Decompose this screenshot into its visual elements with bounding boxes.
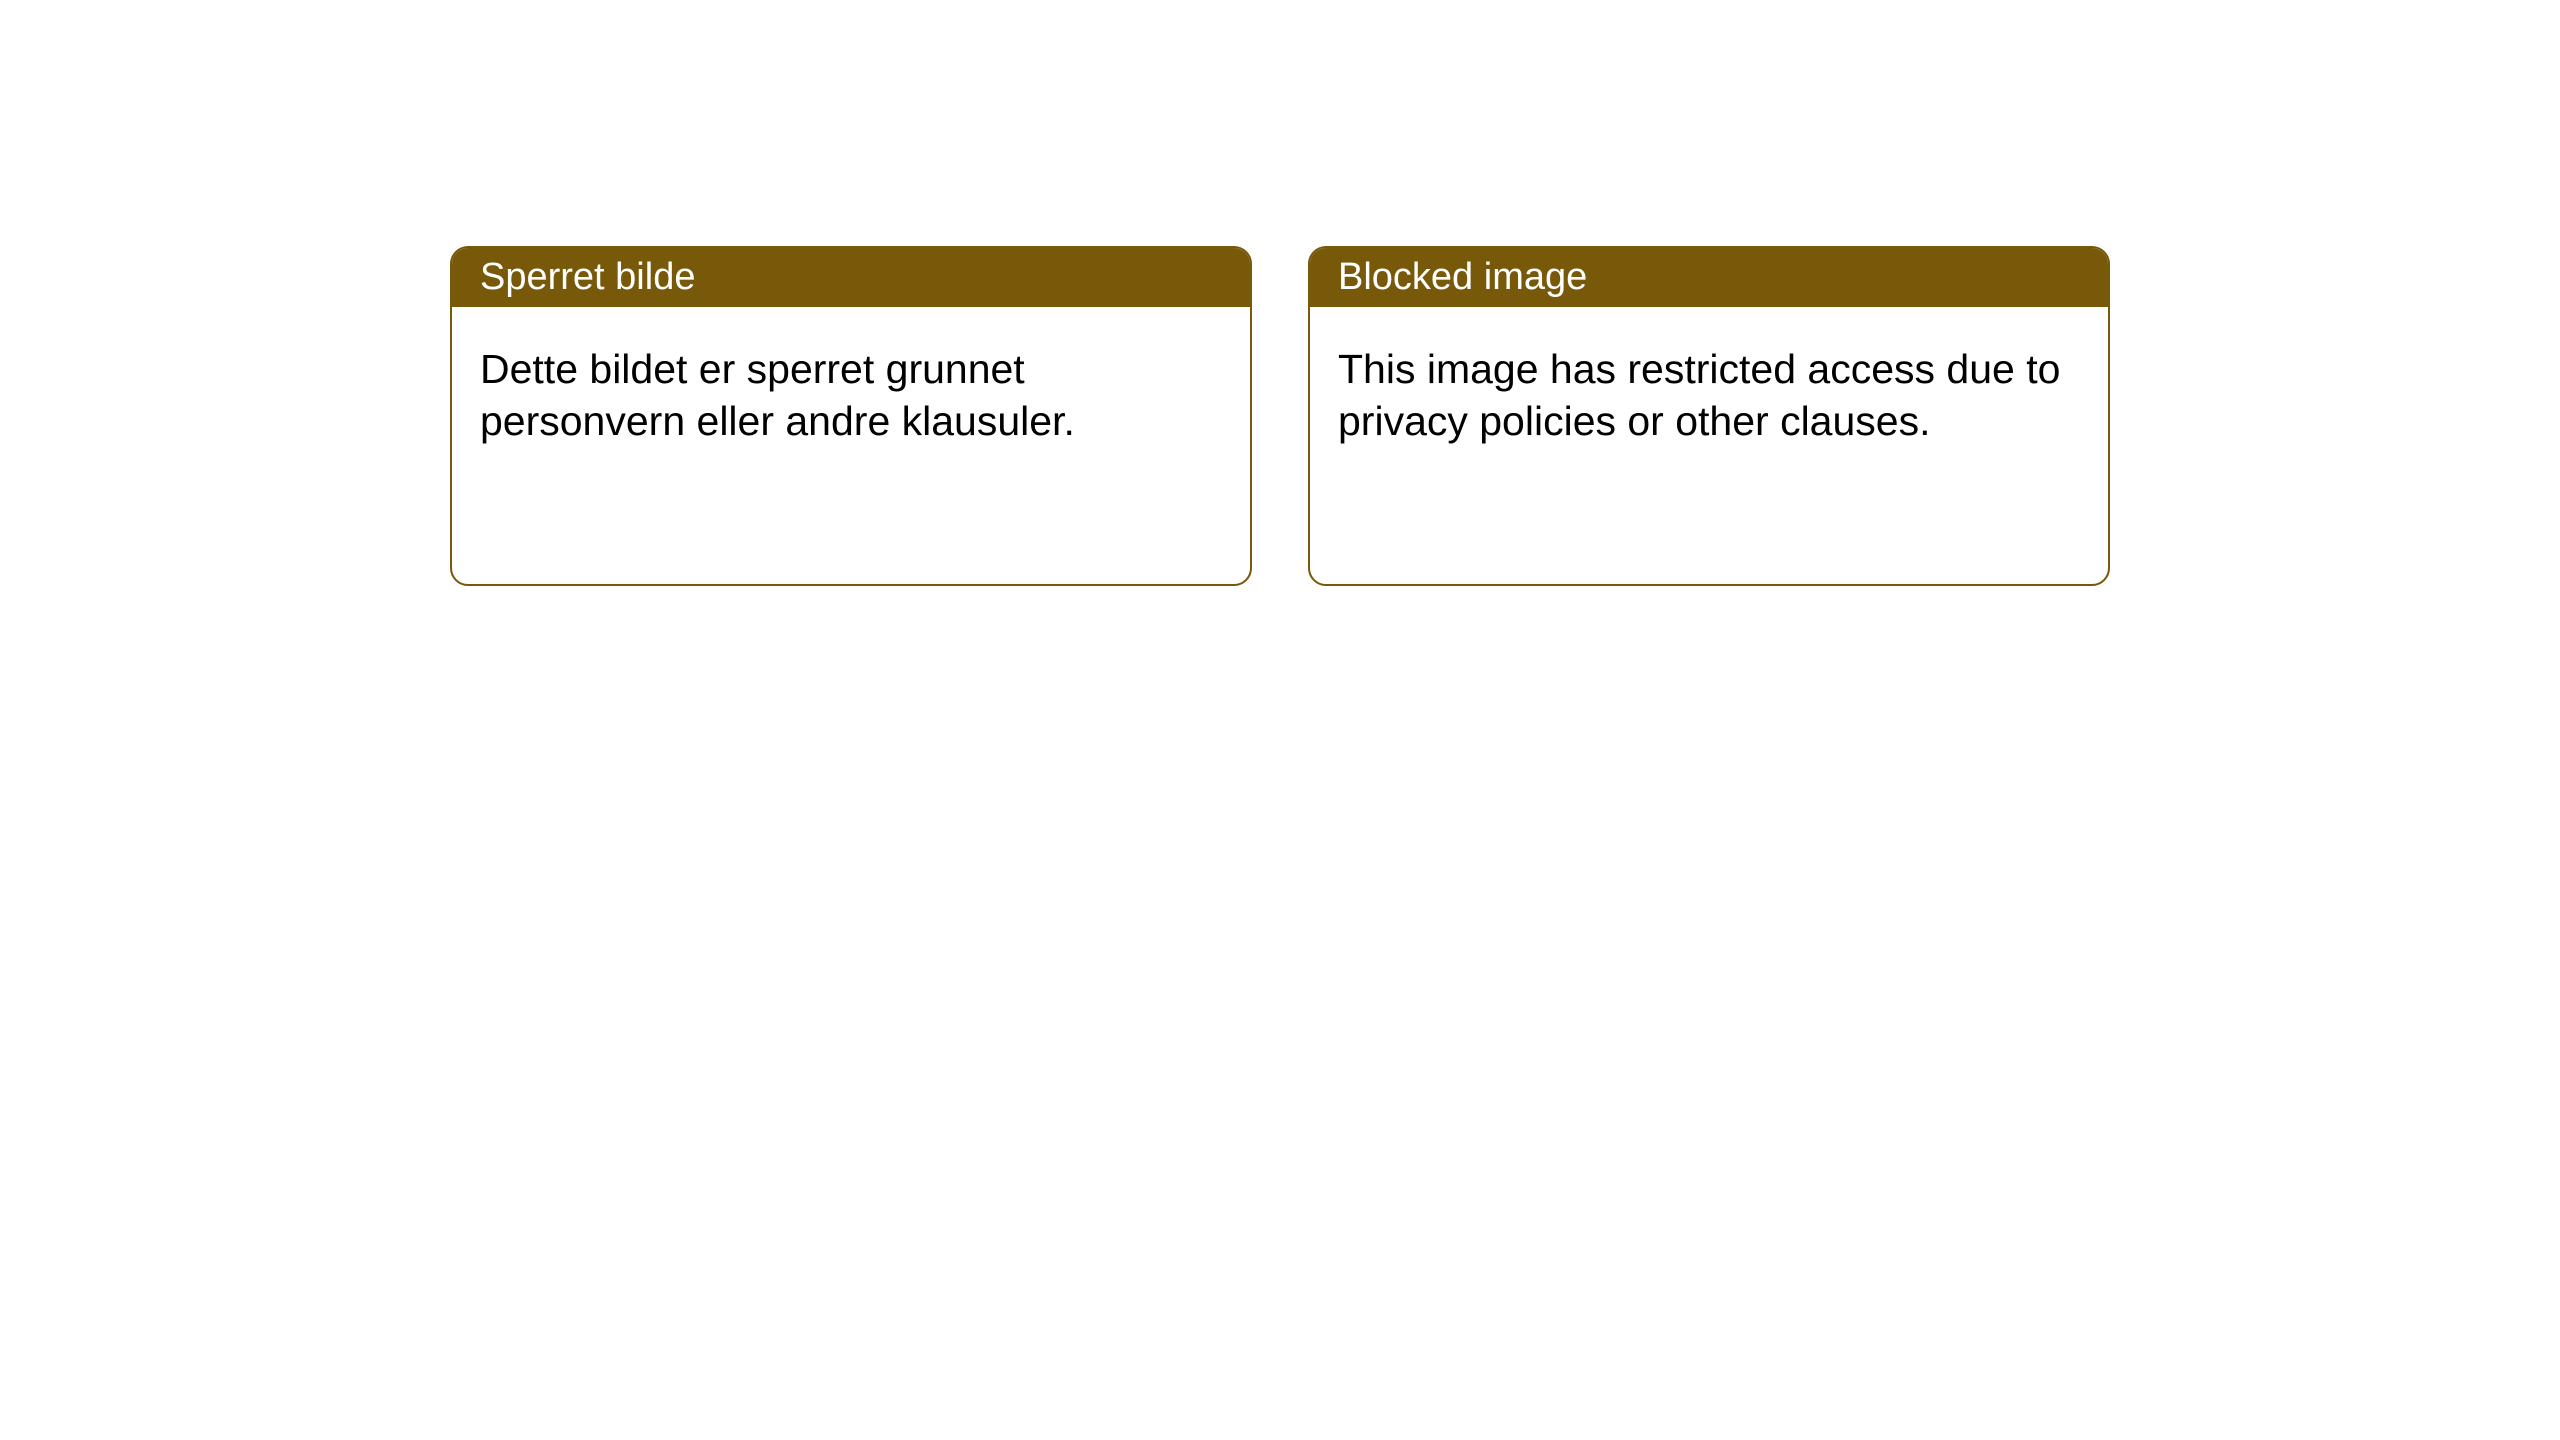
blocked-image-notice-en: Blocked image This image has restricted … [1308,246,2110,586]
notice-body-en: This image has restricted access due to … [1310,307,2108,484]
notice-title-en: Blocked image [1310,248,2108,307]
notice-title-no: Sperret bilde [452,248,1250,307]
blocked-image-notice-no: Sperret bilde Dette bildet er sperret gr… [450,246,1252,586]
notice-cards-container: Sperret bilde Dette bildet er sperret gr… [450,246,2110,586]
notice-body-no: Dette bildet er sperret grunnet personve… [452,307,1250,484]
